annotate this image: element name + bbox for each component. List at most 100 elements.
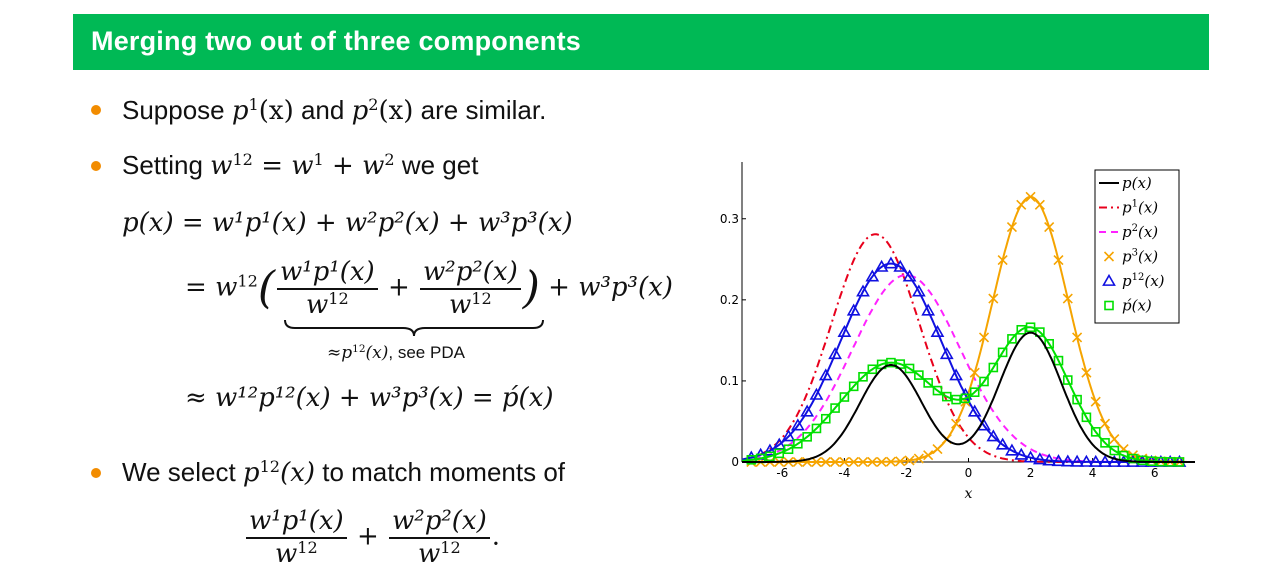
math-arg: (x) <box>258 96 294 126</box>
equation-line-1: p(x) = w¹p¹(x) + w²p²(x) + w³p³(x) <box>122 208 573 238</box>
data-point-marker <box>923 378 933 388</box>
data-point-marker <box>904 363 915 374</box>
underbrace-label: ≈p12(x), see PDA <box>327 343 465 363</box>
eq2-tail: + w³p³(x) <box>548 272 673 303</box>
data-point-marker <box>1016 199 1027 210</box>
fraction-numerator: w²p²(x) <box>389 506 490 539</box>
y-tick-label: 0.2 <box>720 293 739 307</box>
data-point-marker <box>865 269 880 282</box>
data-point-marker <box>932 444 943 455</box>
math-arg: (x) <box>365 343 389 363</box>
data-point-marker <box>1070 454 1084 467</box>
x-tick-label: -2 <box>900 466 912 480</box>
data-point-marker <box>1035 327 1045 337</box>
data-point-marker <box>1088 454 1103 467</box>
x-axis-label: x <box>965 486 973 502</box>
eq1-terms: w¹p¹(x) + w²p²(x) + w³p³(x) <box>211 208 573 238</box>
data-point-marker <box>884 256 898 269</box>
data-point-marker <box>939 347 954 360</box>
data-point-marker <box>1081 367 1092 378</box>
data-point-marker <box>1005 443 1019 456</box>
data-point-marker <box>765 451 775 462</box>
data-point-marker <box>1081 412 1092 423</box>
data-point-marker <box>988 293 999 304</box>
data-point-marker <box>960 393 971 404</box>
data-point-marker <box>951 394 961 405</box>
data-point-marker <box>913 453 924 464</box>
fraction-numerator: w¹p¹(x) <box>246 506 347 539</box>
data-point-marker <box>846 303 861 316</box>
legend-label: p3(x) <box>1122 248 1158 266</box>
legend-label: p2(x) <box>1122 223 1158 241</box>
data-point-marker <box>941 391 952 402</box>
data-point-marker <box>949 368 963 381</box>
data-point-marker <box>902 269 917 282</box>
bullet-3-pre: We select <box>122 457 243 487</box>
data-point-marker <box>820 456 831 468</box>
data-point-marker <box>848 456 859 468</box>
data-point-marker <box>858 371 868 382</box>
data-point-marker <box>914 370 924 380</box>
fraction-denominator: w <box>449 290 472 320</box>
x-tick-label: 4 <box>1089 466 1097 480</box>
data-point-marker <box>848 381 859 392</box>
bullet-1-pre: Suppose <box>122 95 232 125</box>
bullet-2-pre: Setting <box>122 150 211 180</box>
series-line <box>742 331 1195 463</box>
data-point-marker <box>809 387 824 400</box>
math-sup: 12 <box>237 271 258 291</box>
math-w: w <box>291 151 314 181</box>
data-point-marker <box>763 443 777 456</box>
data-point-marker <box>969 367 980 378</box>
fraction-denominator: w <box>418 539 441 569</box>
data-point-marker <box>793 438 803 449</box>
data-point-marker <box>1137 455 1148 466</box>
data-point-marker <box>1090 396 1101 407</box>
data-point-marker <box>774 448 785 459</box>
data-point-marker <box>867 364 878 375</box>
equation-line-3: ≈ w¹²p¹²(x) + w³p³(x) = ṕ(x) <box>185 383 554 413</box>
data-point-marker <box>969 387 980 397</box>
data-point-marker <box>1023 450 1038 463</box>
data-point-marker <box>1044 221 1055 233</box>
data-point-marker <box>1051 454 1066 467</box>
mixture-density-chart: -6 -4 -2 0 2 4 6 0 0.1 0.2 0.3 x p(x) p1(x) p2(x) p3(x)… <box>720 162 1195 502</box>
data-point-marker <box>997 347 1008 358</box>
data-point-marker <box>995 437 1010 450</box>
data-point-marker <box>1100 438 1110 448</box>
slide-title-bar: Merging two out of three components <box>73 14 1209 70</box>
data-point-marker <box>802 432 812 442</box>
y-tick-label: 0.1 <box>720 374 739 388</box>
math-sup: 2 <box>368 95 379 115</box>
math-w: w <box>210 151 233 181</box>
bullet-dot <box>91 105 101 115</box>
x-tick-label: 6 <box>1151 466 1159 480</box>
data-point-marker <box>997 254 1008 266</box>
legend-label: p1(x) <box>1122 199 1158 217</box>
fraction: w²p²(x) w12 <box>389 506 490 569</box>
data-point-marker <box>1032 452 1047 465</box>
data-point-marker <box>932 385 943 396</box>
data-point-marker <box>1006 221 1018 233</box>
legend-label: p(x) <box>1122 174 1152 192</box>
data-point-marker <box>895 456 906 467</box>
math-arg: (x) <box>378 96 414 126</box>
data-point-marker <box>792 456 803 468</box>
math-sup: 12 <box>440 538 461 558</box>
fraction-numerator: w²p²(x) <box>420 257 521 290</box>
bullet-dot <box>91 161 101 171</box>
data-point-marker <box>893 259 908 272</box>
data-point-marker <box>839 456 850 468</box>
math-w: w <box>362 151 385 181</box>
data-point-marker <box>1099 418 1111 429</box>
series-line <box>741 233 1195 463</box>
legend-label: p12(x) <box>1122 272 1165 290</box>
data-point-marker <box>1109 434 1120 445</box>
data-point-marker <box>1025 322 1036 333</box>
series-line <box>741 262 1195 463</box>
data-point-marker <box>923 450 934 461</box>
x-tick-label: -6 <box>776 466 788 480</box>
data-point-marker <box>1072 332 1083 343</box>
data-point-marker <box>1007 334 1017 344</box>
math-sup: 12 <box>352 343 366 356</box>
